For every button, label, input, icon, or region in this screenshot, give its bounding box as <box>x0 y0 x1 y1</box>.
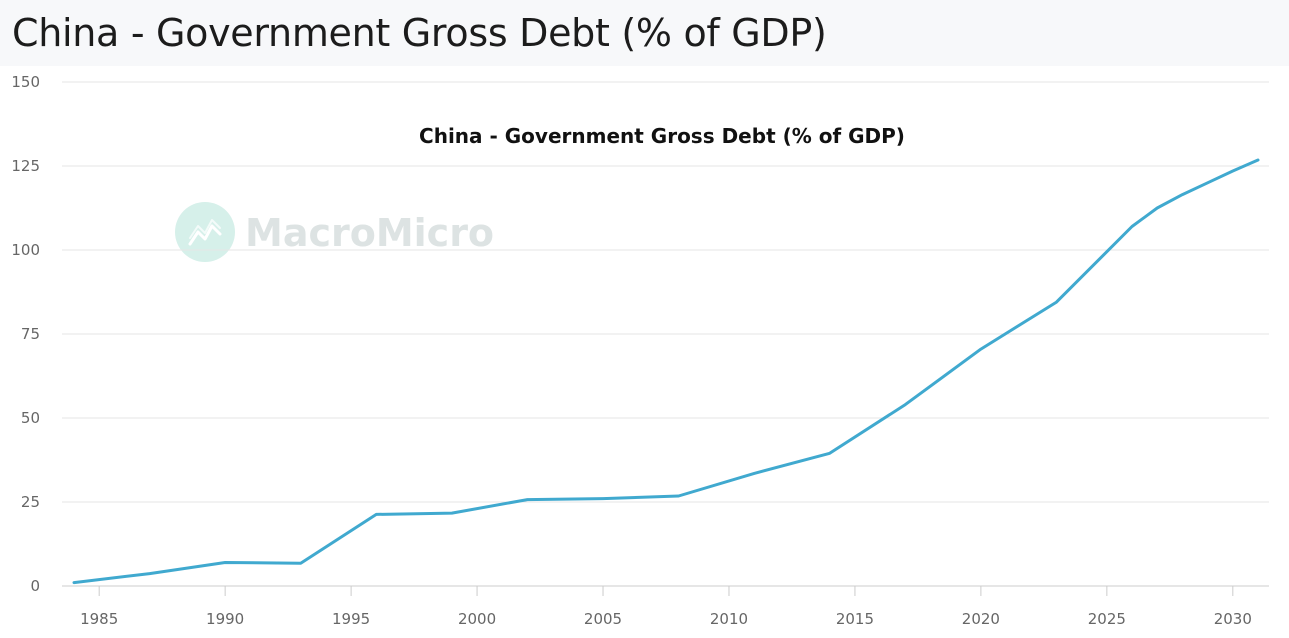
x-tick-label: 2005 <box>584 610 622 628</box>
page-header: China - Government Gross Debt (% of GDP) <box>0 0 1289 66</box>
line-chart: MacroMicro 0 25 50 75 100 125 150 1985 1990 1995… <box>11 73 1269 628</box>
logo-line-glyph-2 <box>189 219 221 239</box>
x-tick-label: 2010 <box>710 610 748 628</box>
x-tick-label: 2020 <box>962 610 1000 628</box>
x-tick-label: 2015 <box>836 610 874 628</box>
watermark: MacroMicro <box>175 202 494 262</box>
chart-title: China - Government Gross Debt (% of GDP) <box>419 124 905 148</box>
y-tick-label: 25 <box>21 493 40 511</box>
y-tick-label: 150 <box>11 73 40 91</box>
y-tick-label: 50 <box>21 409 40 427</box>
x-tick-label: 2030 <box>1214 610 1252 628</box>
chart-container: MacroMicro 0 25 50 75 100 125 150 1985 1990 1995… <box>0 66 1289 638</box>
x-tick-label: 1990 <box>206 610 244 628</box>
y-tick-label: 125 <box>11 157 40 175</box>
x-tick-label: 1985 <box>80 610 118 628</box>
x-tick-label: 2025 <box>1088 610 1126 628</box>
x-tick-label: 1995 <box>332 610 370 628</box>
y-tick-label: 100 <box>11 241 40 259</box>
y-tick-label: 75 <box>21 325 40 343</box>
page-title: China - Government Gross Debt (% of GDP) <box>12 11 827 55</box>
x-tick-label: 2000 <box>458 610 496 628</box>
series-group <box>72 158 1260 585</box>
series-line <box>72 158 1260 585</box>
y-axis: 0 25 50 75 100 125 150 <box>11 73 40 595</box>
x-axis: 1985 1990 1995 2000 2005 2010 2015 2020 2025 2030 <box>80 586 1252 628</box>
gridlines <box>62 81 1269 587</box>
y-tick-label: 0 <box>30 577 40 595</box>
watermark-text: MacroMicro <box>245 211 494 255</box>
logo-line-glyph <box>188 224 222 246</box>
